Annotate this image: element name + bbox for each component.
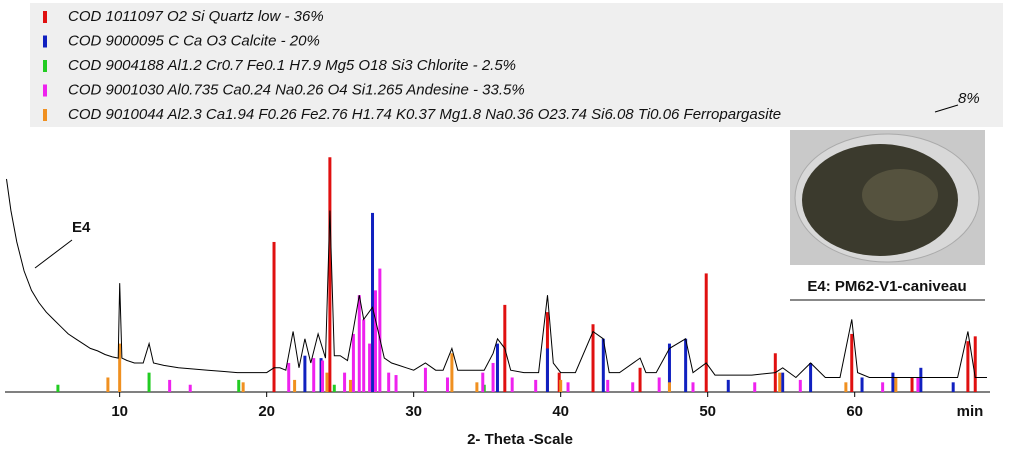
inset-caption: E4: PM62-V1-caniveau [807, 278, 966, 295]
peak-stick [325, 372, 329, 392]
peak-stick [809, 362, 813, 392]
peak-stick [860, 377, 864, 392]
peak-stick [168, 379, 172, 392]
peak-stick [373, 290, 377, 392]
peak-stick [778, 372, 782, 392]
legend-label: COD 9000095 C Ca O3 Calcite - 20% [68, 32, 320, 49]
x-tick-label: 40 [552, 403, 569, 420]
peak-stick [726, 379, 730, 392]
peak-stick [293, 379, 297, 392]
measured-curve [6, 178, 987, 379]
peak-stick [303, 355, 307, 392]
peak-stick [343, 372, 347, 392]
peak-stick [638, 367, 642, 392]
curve-leader [34, 239, 73, 269]
peak-stick [272, 241, 276, 392]
peak-stick [348, 379, 352, 392]
x-tick-label: 10 [111, 403, 128, 420]
peak-stick [241, 382, 245, 392]
legend-label: COD 1011097 O2 Si Quartz low - 36% [68, 8, 324, 25]
peak-stick [559, 379, 563, 392]
legend-swatch [43, 109, 47, 121]
fraction-leader [934, 104, 959, 113]
peak-stick [287, 362, 291, 392]
peak-stick [657, 377, 661, 392]
x-tick-label: 20 [258, 403, 275, 420]
peak-stick [371, 212, 375, 392]
peak-stick [850, 333, 854, 392]
peak-stick [312, 358, 316, 392]
peak-stick [106, 377, 110, 392]
x-tick-label: 30 [405, 403, 422, 420]
peak-stick [916, 377, 920, 392]
peak-stick [475, 382, 479, 392]
x-axis-title: 2- Theta -Scale [467, 431, 573, 448]
peak-stick [357, 295, 361, 392]
peak-stick [798, 379, 802, 392]
peak-stick [691, 382, 695, 392]
peak-stick [481, 372, 485, 392]
peak-stick [368, 343, 372, 392]
legend-label: COD 9004188 Al1.2 Cr0.7 Fe0.1 H7.9 Mg5 O… [68, 57, 516, 74]
peak-stick [510, 377, 514, 392]
peak-stick [545, 348, 549, 392]
legend-swatch [43, 84, 47, 97]
peak-stick [601, 338, 605, 392]
legend-label: COD 9010044 Al2.3 Ca1.94 F0.26 Fe2.76 H1… [68, 106, 781, 123]
peak-stick [894, 377, 898, 392]
peak-stick [56, 384, 60, 392]
peak-stick [631, 382, 635, 392]
peak-stick [332, 384, 336, 392]
peak-stick [321, 360, 325, 392]
peak-stick [351, 333, 355, 392]
peak-stick [667, 382, 671, 392]
inset-photo [790, 130, 985, 265]
peak-stick [891, 372, 895, 392]
peak-stick [491, 362, 495, 392]
fraction-label: 8% [958, 90, 980, 107]
x-unit-label: min [957, 403, 984, 420]
peak-stick [753, 382, 757, 392]
peak-stick [237, 379, 241, 392]
peak-stick [118, 343, 122, 392]
peak-stick [394, 375, 398, 392]
peak-stick [910, 377, 914, 392]
legend-label: COD 9001030 Al0.735 Ca0.24 Na0.26 O4 Si1… [68, 81, 525, 98]
peak-stick [495, 343, 499, 392]
peak-stick [188, 384, 192, 392]
peak-stick [147, 372, 151, 392]
peak-stick [534, 379, 538, 392]
peak-stick [973, 336, 977, 392]
curve-label: E4 [72, 219, 91, 236]
peak-stick [781, 372, 785, 392]
legend-box [30, 3, 1003, 127]
peak-stick [450, 353, 454, 392]
peak-stick [423, 367, 427, 392]
peak-stick [387, 372, 391, 392]
peak-stick [881, 382, 885, 392]
peak-stick [684, 338, 688, 392]
peak-stick [566, 382, 570, 392]
peak-stick [445, 377, 449, 392]
x-tick-label: 60 [846, 403, 863, 420]
peak-stick [591, 324, 595, 392]
legend-swatch [43, 35, 47, 48]
peak-stick [844, 382, 848, 392]
peak-stick [362, 319, 366, 392]
peak-stick [951, 382, 955, 392]
peak-stick [966, 341, 970, 392]
peak-stick [378, 268, 382, 392]
x-tick-label: 50 [699, 403, 716, 420]
peak-stick [606, 379, 610, 392]
peak-stick [328, 157, 332, 392]
peak-stick [667, 343, 671, 392]
legend-swatch [43, 11, 47, 23]
peak-stick [704, 273, 708, 392]
peak-stick [919, 367, 923, 392]
legend-swatch [43, 60, 47, 72]
